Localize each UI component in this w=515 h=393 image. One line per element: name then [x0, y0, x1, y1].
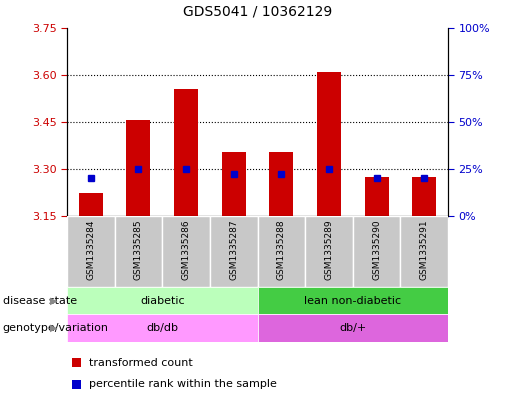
Text: db/+: db/+ — [339, 323, 366, 333]
Bar — [174, 89, 198, 216]
Text: GSM1335284: GSM1335284 — [87, 220, 95, 280]
Bar — [222, 152, 246, 216]
Bar — [127, 120, 150, 216]
Bar — [353, 216, 401, 287]
Text: lean non-diabetic: lean non-diabetic — [304, 296, 401, 306]
Text: ▶: ▶ — [50, 296, 58, 306]
Bar — [67, 216, 115, 287]
Text: GSM1335291: GSM1335291 — [420, 220, 428, 280]
Bar — [258, 216, 305, 287]
Text: ▶: ▶ — [50, 323, 58, 333]
Bar — [365, 177, 388, 216]
Bar — [162, 216, 210, 287]
Text: genotype/variation: genotype/variation — [3, 323, 109, 333]
Text: transformed count: transformed count — [89, 358, 193, 368]
Text: GDS5041 / 10362129: GDS5041 / 10362129 — [183, 5, 332, 19]
Bar — [79, 193, 102, 216]
Text: diabetic: diabetic — [140, 296, 184, 306]
Bar — [258, 314, 448, 342]
Bar — [258, 287, 448, 314]
Bar — [67, 287, 258, 314]
Text: GSM1335286: GSM1335286 — [182, 220, 191, 280]
Bar — [305, 216, 353, 287]
Bar — [210, 216, 258, 287]
Text: db/db: db/db — [146, 323, 178, 333]
Bar — [317, 72, 341, 216]
Bar — [413, 177, 436, 216]
Bar — [67, 314, 258, 342]
Bar — [114, 216, 162, 287]
Text: GSM1335289: GSM1335289 — [324, 220, 333, 280]
Text: GSM1335288: GSM1335288 — [277, 220, 286, 280]
Bar — [269, 152, 293, 216]
Text: disease state: disease state — [3, 296, 77, 306]
Bar — [401, 216, 448, 287]
Text: GSM1335287: GSM1335287 — [229, 220, 238, 280]
Text: percentile rank within the sample: percentile rank within the sample — [89, 379, 277, 389]
Text: GSM1335285: GSM1335285 — [134, 220, 143, 280]
Text: GSM1335290: GSM1335290 — [372, 220, 381, 280]
